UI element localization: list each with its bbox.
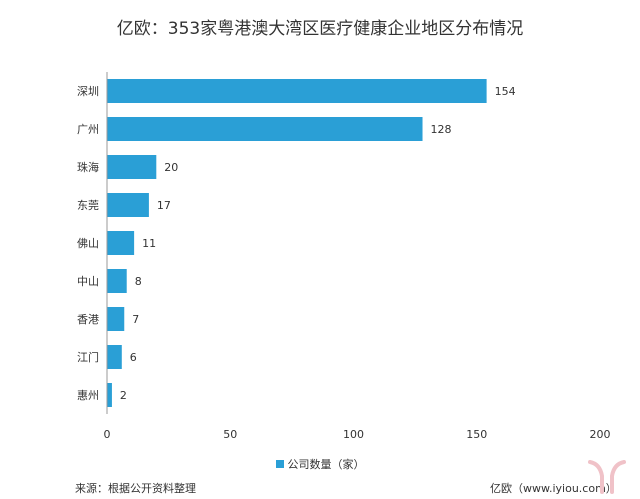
x-tick-label: 100 [343, 428, 364, 441]
data-label: 11 [142, 237, 156, 250]
value-labels: 154 128 20 17 11 8 7 6 2 [120, 85, 516, 402]
category-label: 深圳 [77, 85, 99, 98]
bar-中山 [107, 269, 127, 293]
category-label: 广州 [77, 123, 99, 136]
bar-广州 [107, 117, 423, 141]
legend-swatch [275, 460, 284, 468]
data-label: 2 [120, 389, 127, 402]
x-tick-label: 0 [104, 428, 111, 441]
source-note: 来源：根据公开资料整理 [75, 482, 196, 495]
category-label: 江门 [77, 350, 99, 364]
data-label: 7 [132, 313, 139, 326]
x-tick-label: 50 [223, 428, 237, 441]
yiou-logo-icon [588, 460, 626, 494]
data-label: 6 [130, 351, 137, 364]
data-label: 128 [431, 123, 452, 136]
bar-珠海 [107, 155, 157, 179]
bar-香港 [107, 307, 125, 331]
bar-东莞 [107, 193, 149, 217]
category-label: 东莞 [77, 199, 99, 212]
data-label: 154 [495, 85, 516, 98]
category-label: 珠海 [77, 160, 99, 174]
legend-label: 公司数量（家） [287, 458, 365, 471]
category-label: 香港 [77, 313, 99, 326]
bar-惠州 [107, 383, 112, 407]
bar-佛山 [107, 231, 135, 255]
x-axis: 0 50 100 150 200 [104, 72, 611, 441]
chart-title: 亿欧：353家粤港澳大湾区医疗健康企业地区分布情况 [116, 19, 524, 39]
x-tick-label: 200 [590, 428, 611, 441]
watermark-text: 亿欧（www.iyiou.com） [490, 482, 617, 495]
legend: 公司数量（家） [0, 456, 640, 472]
category-label: 佛山 [77, 237, 99, 250]
data-label: 17 [157, 199, 171, 212]
data-label: 8 [135, 275, 142, 288]
bar-深圳 [107, 79, 487, 103]
bars-group [107, 79, 487, 407]
bar-江门 [107, 345, 122, 369]
category-label: 中山 [77, 275, 99, 288]
data-label: 20 [164, 161, 178, 174]
x-tick-label: 150 [466, 428, 487, 441]
category-label: 惠州 [77, 388, 99, 402]
